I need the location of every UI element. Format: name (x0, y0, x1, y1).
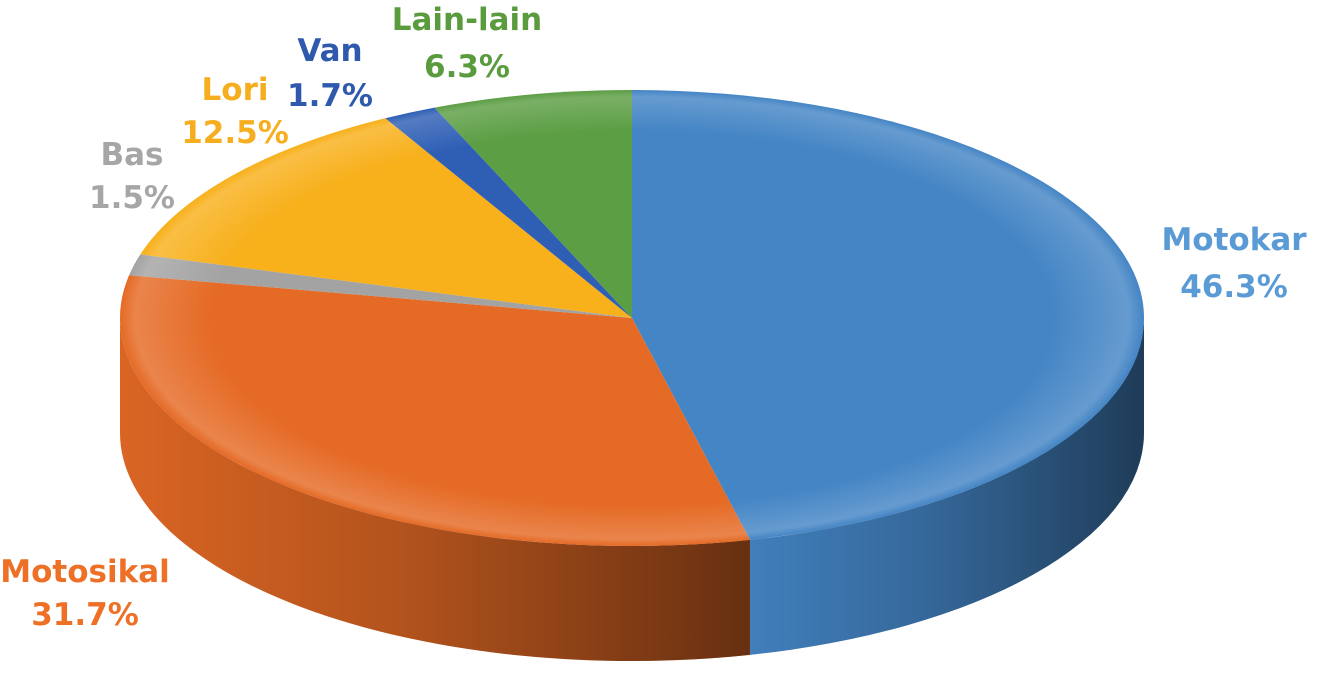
slice-value-label-lori: 12.5% (181, 115, 289, 151)
slice-label-lori: Lori (202, 72, 269, 108)
slice-value-label-lain-lain: 6.3% (424, 49, 510, 85)
pie-side-shade-motosikal (120, 318, 750, 661)
slice-value-label-van: 1.7% (287, 78, 373, 114)
slice-label-motokar: Motokar (1161, 222, 1307, 258)
pie-side-shade-motokar (749, 318, 1144, 655)
slice-label-van: Van (297, 33, 362, 69)
slice-value-label-bas: 1.5% (89, 180, 175, 216)
slice-value-label-motokar: 46.3% (1180, 269, 1288, 305)
slice-label-bas: Bas (101, 137, 164, 173)
slice-label-lain-lain: Lain-lain (392, 2, 542, 38)
slice-value-label-motosikal: 31.7% (31, 597, 139, 633)
slice-label-motosikal: Motosikal (0, 554, 170, 590)
pie-top-highlight (120, 90, 1144, 546)
